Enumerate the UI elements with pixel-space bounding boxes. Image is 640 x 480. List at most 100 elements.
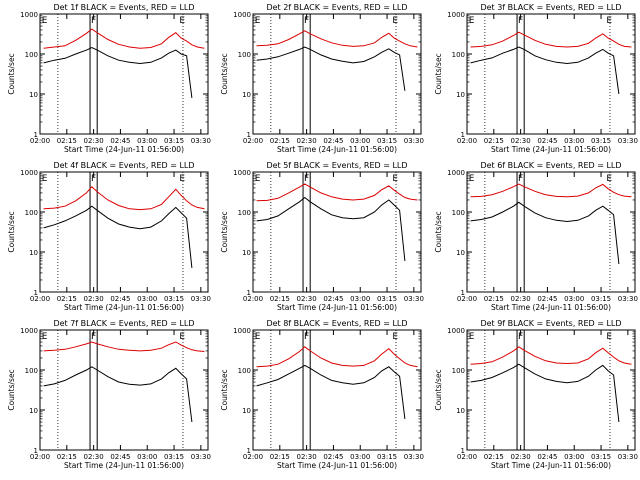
x-tick-label: 03:00	[350, 295, 370, 303]
y-tick-label: 1	[247, 131, 251, 139]
plot-frame	[39, 13, 209, 135]
x-tick-label: 02:15	[57, 137, 77, 145]
f-marker-label: F	[518, 16, 523, 26]
x-tick-label: 02:00	[457, 295, 477, 303]
series-line-events	[470, 363, 620, 423]
x-tick-label: 03:00	[350, 137, 370, 145]
panel-det-4f: Det 4f BLACK = Events, RED = LLD 1 10 100 10…	[7, 161, 211, 312]
y-tick-label: 1000	[447, 327, 465, 335]
y-tick-label: 10	[456, 249, 465, 257]
x-tick-label: 03:30	[404, 137, 424, 145]
x-tick-label: 02:45	[323, 295, 343, 303]
x-tick-label: 03:00	[564, 137, 584, 145]
x-tick-label: 02:15	[484, 453, 504, 461]
series-line-lld	[256, 30, 418, 48]
y-tick-label: 10	[242, 407, 251, 415]
y-tick-label: 10	[242, 91, 251, 99]
y-axis-label: Counts/sec	[434, 369, 443, 410]
x-tick-label: 02:45	[537, 453, 557, 461]
e-marker-label: E	[606, 332, 612, 342]
x-tick-label: 02:45	[323, 137, 343, 145]
x-tick-label: 03:15	[164, 295, 184, 303]
x-tick-label: 02:30	[84, 295, 104, 303]
x-tick-label: 03:30	[404, 453, 424, 461]
x-axis-label: Start Time (24-Jun-11 01:56:00)	[64, 461, 184, 470]
x-tick-label: 02:30	[511, 295, 531, 303]
f-marker-label: F	[91, 16, 96, 26]
x-tick-label: 02:15	[270, 453, 290, 461]
y-tick-label: 1000	[233, 327, 251, 335]
y-tick-label: 1	[461, 131, 465, 139]
e-marker-label: E	[179, 332, 185, 342]
y-tick-label: 100	[238, 367, 251, 375]
x-tick-label: 03:30	[191, 453, 211, 461]
x-tick-label: 03:00	[564, 295, 584, 303]
f-marker-label: F	[518, 174, 523, 184]
x-tick-label: 02:00	[243, 453, 263, 461]
x-tick-label: 03:30	[618, 453, 638, 461]
x-tick-label: 03:30	[618, 137, 638, 145]
plot-frame	[39, 171, 209, 293]
plot-frame	[39, 329, 209, 451]
plot-frame	[252, 329, 422, 451]
x-tick-label: 03:00	[350, 453, 370, 461]
x-tick-label: 03:30	[618, 295, 638, 303]
e-marker-label: E	[469, 174, 475, 184]
y-tick-label: 10	[456, 407, 465, 415]
panel-det-2f: Det 2f BLACK = Events, RED = LLD 1 10 100 10…	[220, 3, 424, 154]
series-line-lld	[470, 183, 632, 198]
y-axis-label: Counts/sec	[434, 53, 443, 94]
x-tick-label: 03:15	[377, 453, 397, 461]
plot-frame	[466, 329, 636, 451]
x-tick-label: 03:15	[591, 453, 611, 461]
series-line-lld	[43, 185, 205, 211]
x-axis-label: Start Time (24-Jun-11 01:56:00)	[491, 461, 611, 470]
x-tick-label: 03:00	[564, 453, 584, 461]
series-line-events	[470, 201, 620, 265]
y-tick-label: 1000	[447, 169, 465, 177]
e-marker-label: E	[179, 16, 185, 26]
e-marker-label: E	[255, 332, 261, 342]
y-axis-label: Counts/sec	[220, 53, 229, 94]
x-tick-label: 03:00	[137, 453, 157, 461]
x-tick-label: 03:15	[164, 453, 184, 461]
series-line-events	[256, 196, 406, 261]
x-tick-label: 03:15	[591, 295, 611, 303]
e-marker-label: E	[392, 332, 398, 342]
y-axis-label: Counts/sec	[7, 211, 16, 252]
y-tick-label: 1	[34, 131, 38, 139]
x-axis-label: Start Time (24-Jun-11 01:56:00)	[491, 303, 611, 312]
y-tick-label: 1	[34, 447, 38, 455]
y-axis-label: Counts/sec	[220, 369, 229, 410]
y-tick-label: 1000	[233, 169, 251, 177]
f-marker-label: F	[91, 174, 96, 184]
y-tick-label: 100	[238, 51, 251, 59]
x-tick-label: 02:45	[110, 295, 130, 303]
panel-det-1f: Det 1f BLACK = Events, RED = LLD 1 10 100 10…	[7, 3, 211, 154]
x-tick-label: 02:15	[270, 295, 290, 303]
e-marker-label: E	[392, 174, 398, 184]
y-tick-label: 10	[29, 249, 38, 257]
f-marker-label: F	[304, 16, 309, 26]
panel-det-6f: Det 6f BLACK = Events, RED = LLD 1 10 100 10…	[434, 161, 638, 312]
e-marker-label: E	[42, 332, 48, 342]
series-line-events	[256, 364, 406, 419]
x-axis-label: Start Time (24-Jun-11 01:56:00)	[491, 145, 611, 154]
e-marker-label: E	[606, 16, 612, 26]
y-tick-label: 1000	[20, 327, 38, 335]
y-tick-label: 1	[461, 289, 465, 297]
series-line-lld	[470, 346, 632, 365]
x-tick-label: 02:15	[57, 453, 77, 461]
y-axis-label: Counts/sec	[220, 211, 229, 252]
plot-frame	[252, 13, 422, 135]
plot-frame	[466, 13, 636, 135]
x-tick-label: 02:00	[30, 137, 50, 145]
x-tick-label: 02:00	[457, 137, 477, 145]
x-tick-label: 02:15	[484, 295, 504, 303]
panel-title: Det 1f BLACK = Events, RED = LLD	[53, 3, 194, 12]
y-tick-label: 1	[247, 289, 251, 297]
e-marker-label: E	[42, 16, 48, 26]
x-tick-label: 02:45	[537, 137, 557, 145]
x-tick-label: 02:45	[110, 453, 130, 461]
